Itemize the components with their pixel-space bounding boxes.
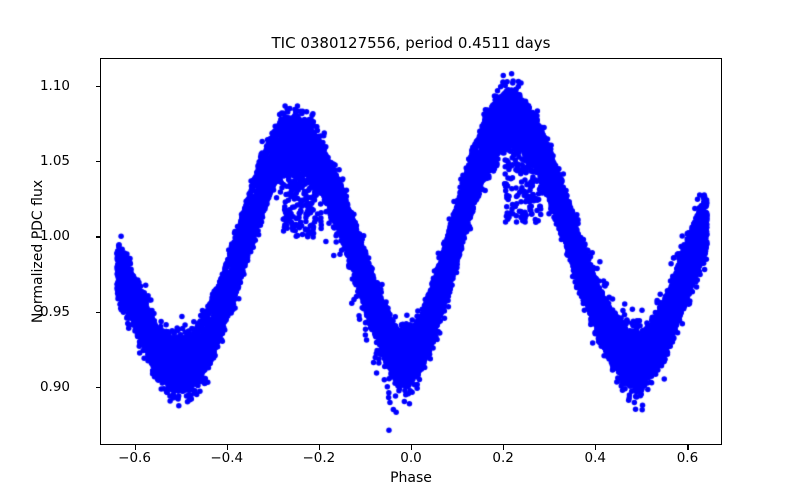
x-tick-mark bbox=[411, 445, 413, 450]
x-axis-label: Phase bbox=[390, 470, 432, 486]
y-axis-label: Normalized PDC flux bbox=[30, 179, 46, 324]
chart-title: TIC 0380127556, period 0.4511 days bbox=[271, 34, 551, 52]
x-tick-label: 0.4 bbox=[584, 450, 607, 466]
x-tick-mark bbox=[134, 445, 136, 450]
x-tick-label: 0.2 bbox=[492, 450, 514, 466]
x-tick-label: 0.0 bbox=[400, 450, 422, 466]
scatter-points-layer bbox=[101, 59, 721, 444]
x-tick-mark bbox=[226, 445, 228, 450]
y-tick-label: 1.00 bbox=[39, 228, 70, 245]
y-tick-mark bbox=[96, 85, 101, 87]
x-tick-mark bbox=[687, 445, 689, 450]
y-tick-label: 0.90 bbox=[39, 379, 70, 396]
x-tick-mark bbox=[318, 445, 320, 450]
x-tick-mark bbox=[503, 445, 505, 450]
x-tick-label: −0.6 bbox=[118, 450, 151, 466]
y-tick-mark bbox=[96, 236, 101, 238]
x-tick-label: −0.2 bbox=[302, 450, 336, 466]
y-tick-mark bbox=[96, 161, 101, 163]
y-tick-label: 1.10 bbox=[39, 77, 70, 94]
y-tick-mark bbox=[96, 311, 101, 313]
x-tick-label: −0.4 bbox=[210, 450, 244, 466]
y-tick-label: 1.05 bbox=[39, 153, 70, 170]
y-tick-label: 0.95 bbox=[39, 303, 70, 320]
x-tick-mark bbox=[595, 445, 597, 450]
y-tick-mark bbox=[96, 387, 101, 389]
x-tick-label: 0.6 bbox=[676, 450, 699, 466]
plot-area bbox=[100, 58, 722, 445]
